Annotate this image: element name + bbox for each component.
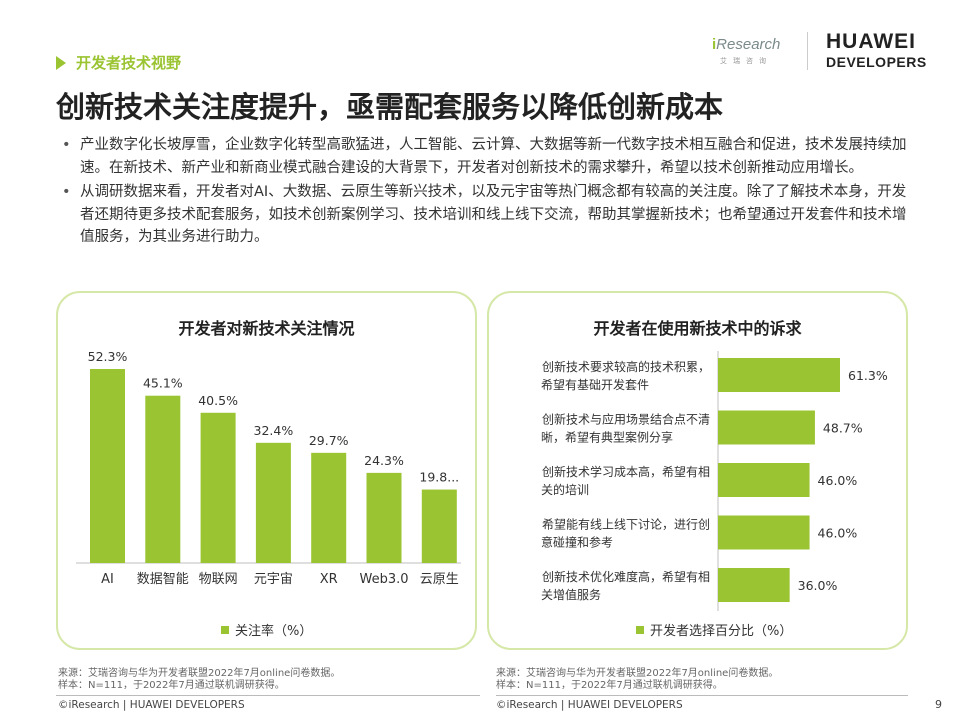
bar: [311, 452, 347, 563]
category-label: 创新技术优化难度高，希望有相: [542, 569, 710, 584]
chart-legend: 关注率（%）: [221, 620, 312, 639]
bar: [421, 489, 457, 563]
category-label: 希望能有线上线下讨论，进行创: [542, 517, 710, 532]
bar-value-label: 52.3%: [88, 349, 128, 364]
demand-chart-panel: 开发者在使用新技术中的诉求 61.3% 创新技术要求较高的技术积累， 希望有基础开发…: [487, 291, 908, 650]
bar: [718, 463, 810, 497]
footer-divider: [56, 695, 480, 696]
legend-label: 开发者选择百分比（%）: [650, 624, 793, 639]
logo-divider: [807, 32, 808, 70]
bar-value-label: 48.7%: [823, 421, 863, 436]
bar: [718, 358, 840, 392]
category-label: 关的培训: [541, 482, 589, 497]
category-label: 数据智能: [137, 572, 189, 587]
category-label: 关增值服务: [541, 587, 601, 602]
category-label: 创新技术与应用场景结合点不清: [542, 412, 710, 427]
category-label: 元宇宙: [254, 572, 293, 587]
bar-value-label: 36.0%: [798, 578, 838, 593]
bar-value-label: 19.8...: [419, 470, 459, 485]
bar: [366, 472, 402, 563]
bar-value-label: 45.1%: [143, 376, 183, 391]
huawei-logo-line2: DEVELOPERS: [826, 54, 927, 70]
bar: [718, 568, 790, 602]
attention-bar-chart: 52.3% AI 45.1% 数据智能 40.5% 物联网 32.4% 元宇宙 29.7% XR 2…: [76, 349, 461, 587]
category-label: 物联网: [199, 572, 238, 587]
category-label: 晰，希望有典型案例分享: [541, 430, 673, 445]
section-tag-label: 开发者技术视野: [76, 54, 182, 72]
category-label: Web3.0: [359, 572, 408, 587]
play-arrow-icon: [56, 55, 66, 70]
category-label: AI: [101, 572, 114, 587]
page-title: 创新技术关注度提升，亟需配套服务以降低创新成本: [56, 90, 724, 124]
bar: [718, 515, 810, 550]
copyright-left: ©iResearch | HUAWEI DEVELOPERS: [58, 699, 245, 711]
bullet-item: 产业数字化长坡厚雪，企业数字化转型高歌猛进，人工智能、云计算、大数据等新一代数字…: [62, 134, 912, 179]
footer-divider: [496, 695, 908, 696]
huawei-logo-line1: HUAWEI: [826, 30, 916, 53]
category-label: 希望有基础开发套件: [541, 377, 649, 392]
legend-swatch: [221, 625, 229, 634]
category-label: XR: [320, 572, 338, 587]
bar-value-label: 46.0%: [818, 526, 858, 541]
bar: [255, 442, 291, 563]
brand-logos: iResearch 艾瑞咨询 HUAWEI DEVELOPERS: [708, 30, 938, 72]
page-number: 9: [935, 698, 942, 711]
footnote-left: 来源：艾瑞咨询与华为开发者联盟2022年7月online问卷数据。 样本：N=1…: [58, 668, 341, 691]
bar: [145, 395, 181, 563]
bar-value-label: 29.7%: [309, 433, 349, 448]
bullet-item: 从调研数据来看，开发者对AI、大数据、云原生等新兴技术，以及元宇宙等热门概念都有…: [62, 181, 912, 249]
bar: [90, 369, 125, 563]
legend-swatch: [636, 625, 644, 634]
legend-label: 关注率（%）: [235, 624, 313, 639]
bullet-list: 产业数字化长坡厚雪，企业数字化转型高歌猛进，人工智能、云计算、大数据等新一代数字…: [62, 134, 912, 249]
bar: [200, 412, 236, 563]
bar-value-label: 32.4%: [254, 423, 294, 438]
bar-value-label: 40.5%: [198, 393, 238, 408]
attention-chart-panel: 开发者对新技术关注情况 52.3% AI 45.1% 数据智能 40.5% 物联网 32.4…: [56, 291, 477, 650]
category-label: 创新技术学习成本高，希望有相: [542, 464, 710, 479]
category-label: 意碰撞和参考: [541, 535, 613, 550]
footnote-right: 来源：艾瑞咨询与华为开发者联盟2022年7月online问卷数据。 样本：N=1…: [496, 668, 779, 691]
copyright-right: ©iResearch | HUAWEI DEVELOPERS: [496, 699, 683, 711]
bar: [718, 410, 815, 445]
chart-title: 开发者对新技术关注情况: [178, 319, 355, 338]
bar-value-label: 61.3%: [848, 368, 888, 383]
iresearch-logo: iResearch 艾瑞咨询: [712, 36, 781, 65]
chart-title: 开发者在使用新技术中的诉求: [593, 319, 802, 338]
category-label: 创新技术要求较高的技术积累，: [542, 359, 710, 374]
bar-value-label: 46.0%: [818, 473, 858, 488]
category-label: 云原生: [420, 572, 459, 587]
section-tag: 开发者技术视野: [56, 52, 181, 73]
bar-value-label: 24.3%: [364, 453, 404, 468]
demand-bar-chart: 61.3% 创新技术要求较高的技术积累， 希望有基础开发套件 48.7% 创新技术与应用…: [541, 351, 888, 611]
chart-legend: 开发者选择百分比（%）: [636, 620, 792, 639]
